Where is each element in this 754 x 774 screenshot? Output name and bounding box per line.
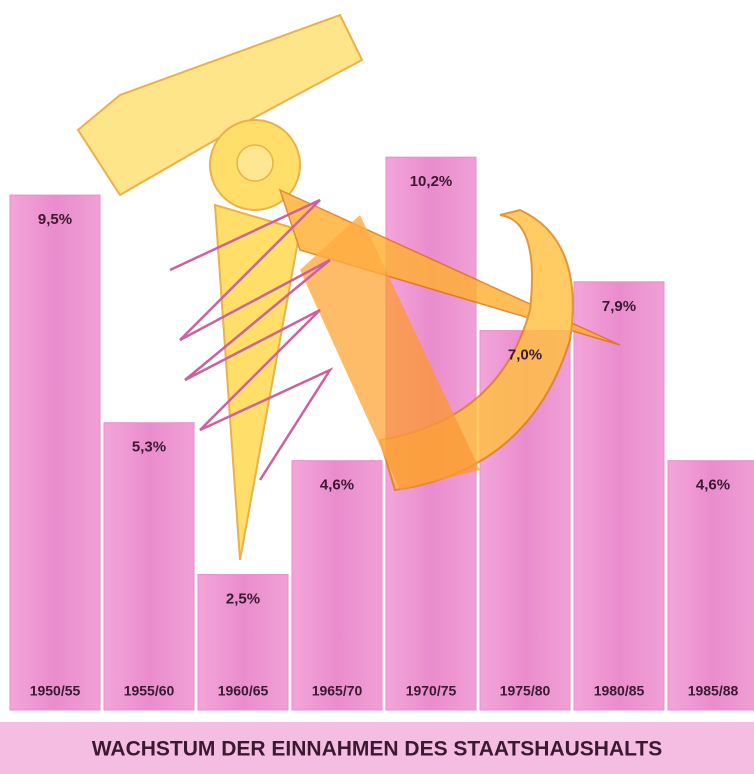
x-tick-label: 1965/70 [312, 683, 363, 699]
bar [292, 461, 382, 710]
x-tick-label: 1960/65 [218, 683, 269, 699]
bar [668, 461, 754, 710]
bar [104, 423, 194, 710]
value-label: 9,5% [38, 211, 72, 228]
x-tick-label: 1985/88 [688, 683, 739, 699]
value-label: 10,2% [410, 173, 453, 190]
x-tick-label: 1955/60 [124, 683, 175, 699]
value-label: 5,3% [132, 439, 166, 456]
x-tick-label: 1980/85 [594, 683, 645, 699]
value-label: 7,9% [602, 298, 636, 315]
value-label: 7,0% [508, 347, 542, 364]
bar [574, 282, 664, 710]
value-label: 4,6% [696, 477, 730, 494]
value-label: 4,6% [320, 477, 354, 494]
chart: WACHSTUM DER EINNAHMEN DES STAATSHAUSHAL… [0, 0, 754, 774]
value-label: 2,5% [226, 590, 260, 607]
x-tick-label: 1975/80 [500, 683, 551, 699]
chart-title: WACHSTUM DER EINNAHMEN DES STAATSHAUSHAL… [92, 738, 663, 761]
bar [10, 195, 100, 710]
x-tick-label: 1970/75 [406, 683, 457, 699]
x-tick-label: 1950/55 [30, 683, 81, 699]
